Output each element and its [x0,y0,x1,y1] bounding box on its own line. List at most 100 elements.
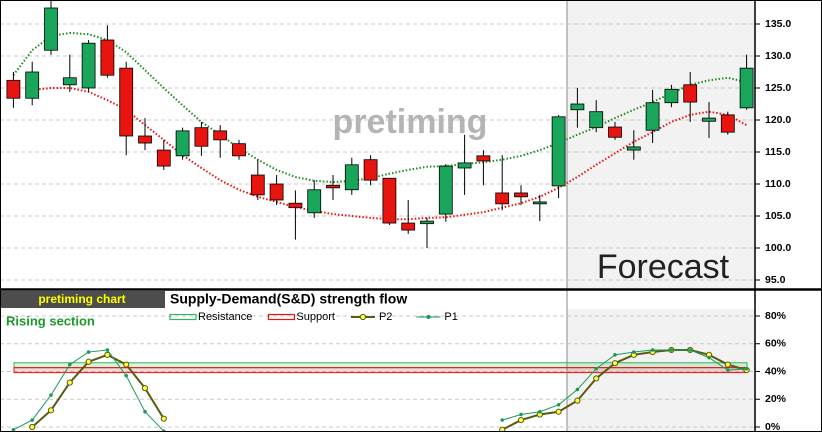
candle-body [739,67,754,109]
forecast-region [567,0,755,288]
candle-body [683,84,698,103]
candle-body [457,162,472,169]
series-point [631,350,636,354]
candle-body [307,189,322,214]
label-box [0,291,165,308]
candle-body [44,7,58,51]
series-point [500,418,505,422]
y-tick-label: 125.0 [765,82,791,94]
series-point [517,416,525,424]
legend-swatch [426,314,431,320]
series-point [556,402,561,407]
candle-body [626,146,641,151]
candle-body [81,42,96,89]
candle-body [119,67,134,137]
candle-body [589,111,604,129]
series-point [575,387,580,392]
legend-swatch [169,313,197,321]
y-tick-label: 105.0 [765,210,791,222]
series-point [611,360,619,367]
series-point [519,412,523,417]
forecast-region [567,309,755,432]
y-tick-label: 115.0 [765,146,791,158]
panel-title: Supply-Demand(S&D) strength flow [170,291,407,307]
y-tick-label: 100.0 [765,242,791,254]
legend-label: Support [296,311,335,323]
candle-body [532,201,547,205]
series-point [669,348,674,352]
series-point [143,409,147,414]
series-point [104,351,111,358]
candle-body [138,135,152,144]
candle-body [420,220,434,225]
trend-line [32,87,748,221]
legend-label: Resistance [198,311,252,323]
candle-body [570,103,585,111]
legend-label: P2 [379,311,392,323]
flow-panel [0,315,755,432]
candle-body [250,174,265,196]
candle-body [720,114,735,133]
candle-body [702,117,716,122]
candle-body [608,126,622,138]
series-point [499,426,506,432]
y-tick-label: 130.0 [765,50,791,62]
series-point [613,352,617,357]
series-point [725,368,730,372]
price-panel [0,0,755,281]
series-point [744,366,749,371]
candle-body [363,159,378,181]
candle-body [175,130,190,157]
y-tick-label: 0% [765,421,781,432]
series-point [724,361,731,368]
forecast-label: Forecast [597,248,730,286]
y-tick-label: 80% [765,310,787,322]
legend-swatch [359,313,367,321]
candle-body [288,202,303,209]
candle-body [194,127,209,147]
y-tick-label: 95.0 [765,274,786,286]
series-point [141,385,149,392]
candle-body [551,116,566,187]
series-point [123,361,130,368]
candle-body [232,143,246,157]
candle-body [438,165,453,215]
series-point [537,409,542,414]
series-point [11,427,16,432]
series-point [86,350,91,354]
series-point [160,415,167,422]
legend-swatch [267,313,296,321]
axes: 95.0 100.0 105.0 110.0 115.0 120.0 125.0 130.0 1… [755,18,791,432]
series-point [67,362,72,367]
series-point [85,358,92,365]
trend-line [12,31,747,184]
candle-body [664,88,679,104]
watermark: pretiming [333,103,488,141]
series-line [501,348,747,431]
y-tick-label: 120.0 [765,114,791,126]
candle-body [62,77,77,86]
series-point [66,379,73,386]
series-line [31,353,165,428]
series-point [688,348,693,352]
series-point [650,348,655,352]
candle-body [495,192,510,205]
series-point [555,408,562,415]
series-point [30,418,35,422]
series-point [707,355,711,360]
series-point [105,348,110,352]
series-point [124,373,129,378]
candle-body [514,192,528,198]
candle-body [100,39,115,76]
y-tick-label: 60% [765,338,787,350]
panel-label: pretiming chart [38,292,125,306]
y-tick-label: 110.0 [765,178,791,190]
candle-body [213,130,228,141]
legend-label: P1 [444,311,457,323]
series-point [29,423,36,431]
y-tick-label: 135.0 [765,18,791,30]
series-point [47,407,55,414]
series-point [593,375,600,382]
panel-subtitle: Rising section [6,313,95,328]
candle-body [382,177,397,224]
